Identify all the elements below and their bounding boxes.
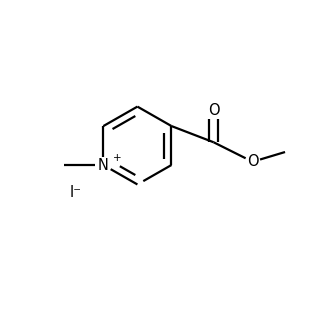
Text: I⁻: I⁻ xyxy=(70,185,82,200)
Text: +: + xyxy=(113,153,121,163)
Text: N: N xyxy=(98,157,109,173)
Text: O: O xyxy=(208,103,219,118)
Text: O: O xyxy=(247,154,258,169)
